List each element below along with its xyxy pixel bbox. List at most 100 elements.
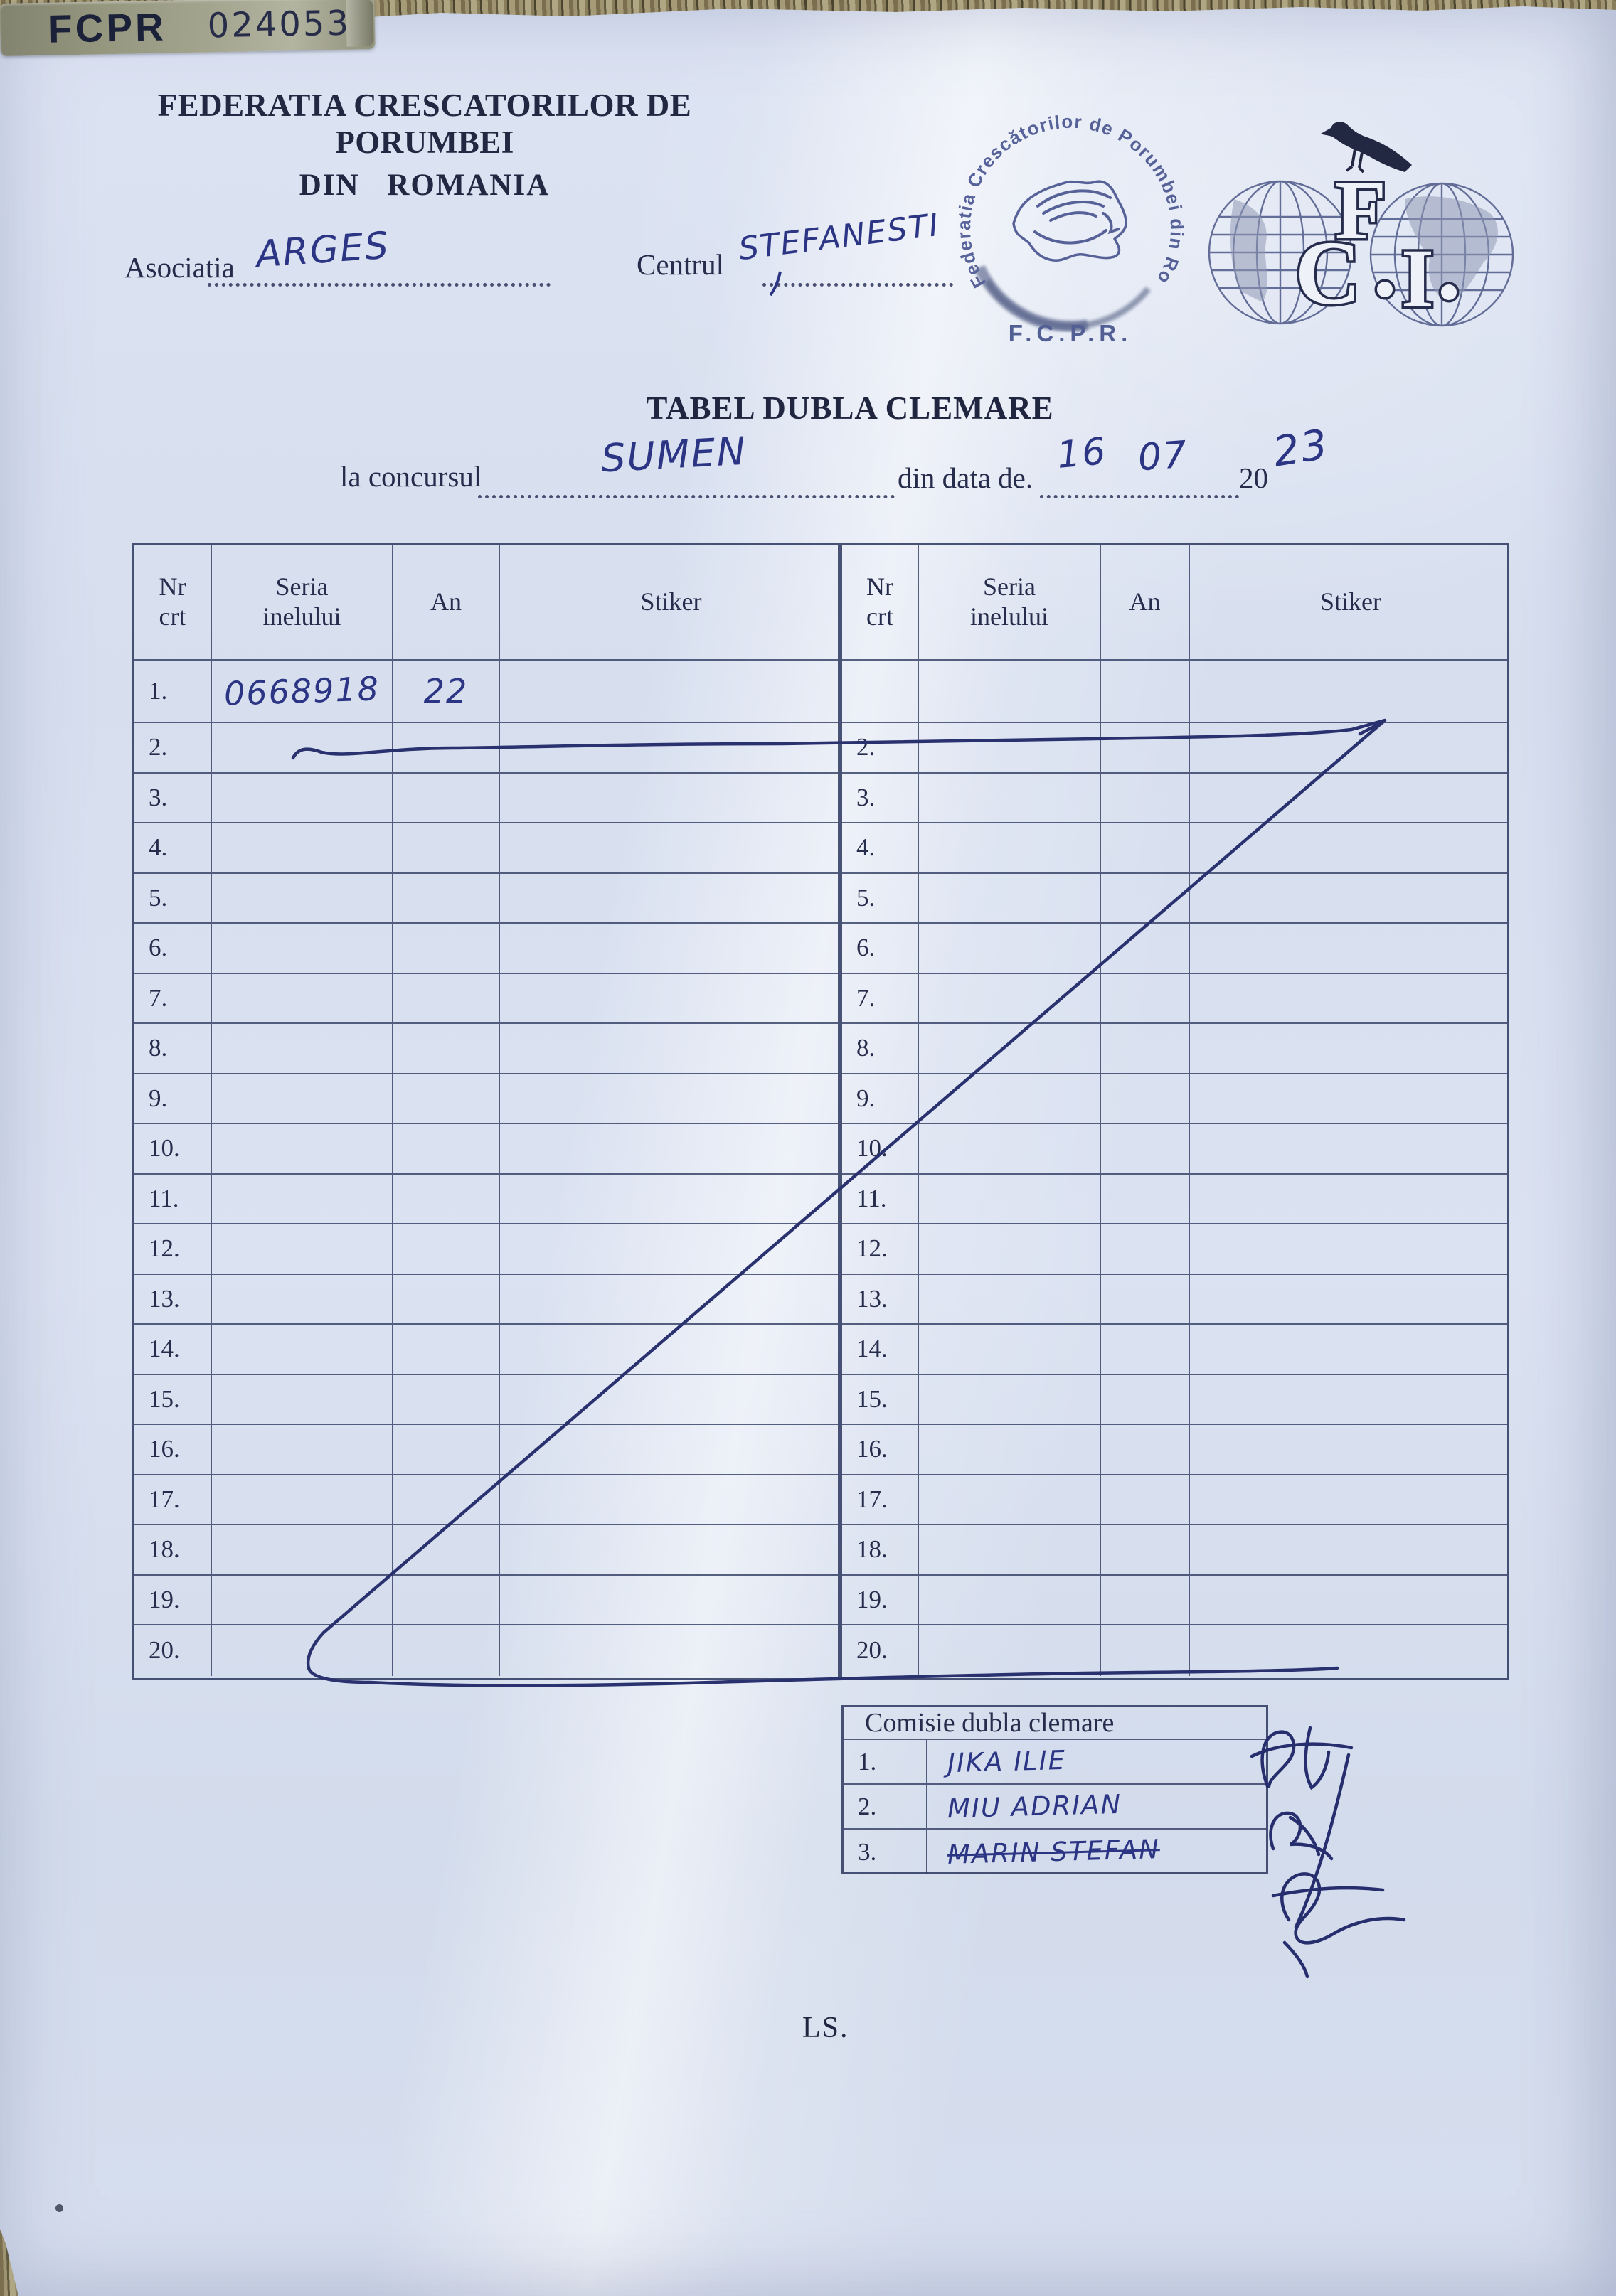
sticker-cell: [500, 1425, 842, 1474]
year-cell: [1101, 873, 1190, 922]
year-cell: [393, 1625, 500, 1676]
sticker-cell: [1190, 1576, 1511, 1625]
commission-member-row: 2. MIU ADRIAN: [844, 1785, 1266, 1830]
year-cell: [1101, 1174, 1190, 1223]
table-row: 3.: [842, 773, 1507, 823]
table-row: [842, 661, 1507, 723]
table-row: 19.: [134, 1575, 838, 1625]
ring-series-cell: [919, 1625, 1101, 1676]
row-number-cell: 20.: [842, 1625, 919, 1676]
sticker-cell: [500, 1375, 842, 1424]
sticker-number: 024053: [207, 3, 351, 46]
year-cell: [393, 723, 500, 772]
table-row: 12.: [842, 1224, 1507, 1275]
ring-series-cell: [919, 1325, 1101, 1374]
sticker-cell: [1190, 661, 1511, 722]
table-row: 5.: [842, 873, 1507, 924]
row-number-cell: 12.: [134, 1224, 212, 1274]
year-cell: [1101, 661, 1190, 722]
sticker-cell: [500, 1124, 842, 1173]
ring-series-cell: [919, 1074, 1101, 1123]
sticker-cell: [500, 1224, 842, 1274]
commission-header: Comisie dubla clemare: [844, 1707, 1266, 1740]
year-cell: [1101, 1274, 1190, 1323]
member-number-cell: 1.: [844, 1740, 927, 1783]
year-cell: [1101, 1325, 1190, 1374]
row-number-cell: 20.: [134, 1625, 212, 1676]
ring-series-cell: [919, 1525, 1101, 1574]
row-number-cell: 17.: [842, 1475, 919, 1524]
row-number-cell: 15.: [842, 1374, 919, 1424]
sticker-cell: [1190, 1175, 1511, 1224]
sticker-brand: FCPR: [48, 4, 167, 51]
row-number-cell: 8.: [842, 1024, 919, 1073]
row-number-cell: 14.: [134, 1325, 212, 1374]
year-cell: [393, 873, 500, 922]
date-year-printed: 20: [1239, 461, 1268, 494]
table-row: 3.: [134, 773, 838, 823]
year-cell: [1101, 1625, 1190, 1676]
table-row: 6.: [134, 924, 838, 974]
year-cell: [1101, 1224, 1190, 1274]
ink-dot: [55, 2204, 63, 2212]
table-row: 17.: [134, 1475, 838, 1525]
sticker-cell: [1190, 1275, 1511, 1324]
table-row: 7.: [134, 973, 838, 1024]
ring-series-cell: 0668918: [212, 661, 393, 722]
row-number-cell: 5.: [842, 873, 919, 922]
row-number-cell: 3.: [842, 773, 919, 822]
table-row: 5.: [134, 873, 838, 924]
table-row: 9.: [842, 1074, 1507, 1124]
concurs-dotted-line: [478, 495, 895, 498]
sticker-cell: [500, 974, 842, 1023]
year-cell: [1101, 924, 1190, 973]
table-row: 10.: [134, 1124, 838, 1175]
table-row: 16.: [134, 1425, 838, 1475]
ring-series-cell: [212, 1325, 393, 1374]
ring-series-cell: [919, 1174, 1101, 1223]
row-number-cell: 11.: [842, 1174, 919, 1223]
row-number-cell: 16.: [134, 1425, 212, 1474]
table-row: 13.: [842, 1274, 1507, 1325]
centrul-dotted-line: [762, 283, 953, 287]
sticker-cell: [500, 661, 842, 722]
year-cell: [393, 1274, 500, 1323]
table-header-row: Nr crt Seria inelului An Stiker: [842, 545, 1507, 661]
organization-title: FEDERATIA CRESCATORILOR DE PORUMBEI DIN …: [80, 87, 770, 203]
year-cell: [393, 1325, 500, 1374]
column-header: Nr crt: [842, 545, 919, 659]
row-number-cell: 7.: [842, 973, 919, 1022]
ring-series-cell: [919, 1374, 1101, 1424]
ring-series-cell: [919, 723, 1101, 772]
sticker-cell: [1190, 774, 1511, 823]
column-header: Nr crt: [134, 545, 212, 659]
ring-table-right: Nr crt Seria inelului An Stiker 2. 3. 4. 5. 6. 7. 8.…: [840, 543, 1509, 1680]
row-number-cell: 16.: [842, 1425, 919, 1474]
table-header-row: Nr crt Seria inelului An Stiker: [134, 545, 838, 661]
ring-series-cell: [919, 1024, 1101, 1073]
sticker-cell: [1190, 1375, 1511, 1424]
table-row: 11.: [134, 1174, 838, 1224]
year-cell: [393, 1024, 500, 1073]
row-number-cell: 2.: [134, 723, 212, 772]
row-number-cell: 14.: [842, 1325, 919, 1374]
year-cell: [393, 823, 500, 872]
ring-series-cell: [212, 924, 393, 973]
sticker-cell: [1190, 974, 1511, 1023]
column-header: An: [393, 545, 500, 659]
ring-series-cell: [212, 1024, 393, 1073]
row-number-cell: 19.: [842, 1575, 919, 1624]
year-cell: [393, 1074, 500, 1123]
ring-series-cell: [919, 1425, 1101, 1474]
year-cell: [393, 924, 500, 973]
asociatia-label: Asociatia: [124, 251, 235, 284]
table-row: 14.: [134, 1325, 838, 1375]
year-cell: [393, 1575, 500, 1624]
ring-series-cell: [212, 1475, 393, 1524]
table-row: 15.: [134, 1374, 838, 1425]
row-number-cell: 10.: [842, 1124, 919, 1173]
column-header: An: [1101, 545, 1190, 659]
sticker-cell: [500, 774, 842, 823]
ring-series-cell: [919, 1575, 1101, 1624]
page-title: TABEL DUBLA CLEMARE: [646, 390, 1054, 426]
